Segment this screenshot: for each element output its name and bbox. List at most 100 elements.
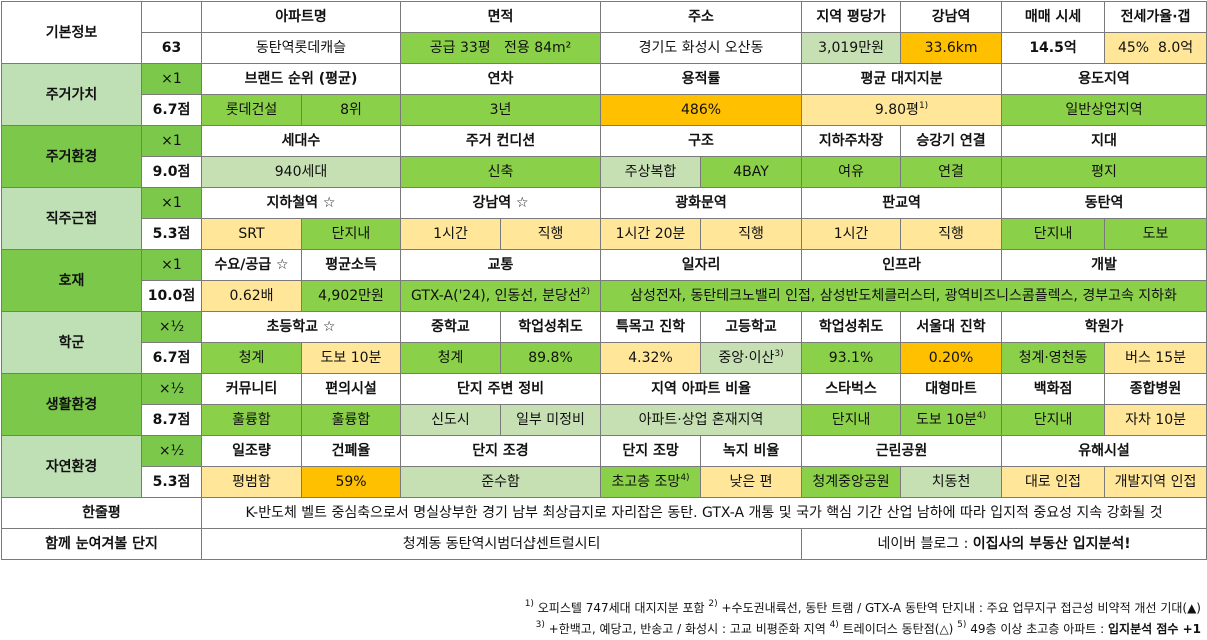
- dept-store-header: 백화점: [1001, 373, 1106, 405]
- far-header: 용적률: [600, 63, 803, 95]
- zone-value: 일반상업지역: [1001, 94, 1207, 126]
- traffic-header: 교통: [399, 249, 602, 281]
- hazard-header: 유해시설: [1001, 435, 1207, 467]
- subway-line-value: SRT: [201, 218, 302, 250]
- gangnam-dist-value: 33.6km: [900, 32, 1003, 64]
- dongtan-mode-value: 도보: [1104, 218, 1207, 250]
- section-residential-value: 주거가치: [1, 63, 142, 126]
- subway-dist-value: 단지내: [301, 218, 401, 250]
- brand-value: 롯데건설: [201, 94, 302, 126]
- households-header: 세대수: [201, 125, 401, 157]
- middle-school-header: 중학교: [400, 311, 501, 343]
- apt-name: 동탄역롯데캐슬: [201, 32, 401, 64]
- section-multiplier: ×1: [141, 125, 202, 157]
- structure-type-value: 주상복합: [600, 156, 702, 188]
- parking-header: 지하주차장: [801, 125, 902, 157]
- section-score: 6.7점: [141, 94, 202, 126]
- gangnam-time-value: 1시간: [400, 218, 501, 250]
- jeonse-header: 전세가율·갭: [1104, 1, 1207, 33]
- jobs-header: 일자리: [600, 249, 803, 281]
- gangnam-dist-header: 강남역: [900, 1, 1003, 33]
- gwanghwamun-header: 광화문역: [600, 187, 803, 219]
- brand-rank-value: 8위: [301, 94, 401, 126]
- basic-header-row: 기본정보 아파트명 면적 주소 지역 평당가 강남역 매매 시세 전세가율·갭: [1, 1, 1207, 64]
- basic-info-label: 기본정보: [1, 1, 142, 64]
- section-multiplier: ×1: [141, 187, 202, 219]
- park-name-value: 청계중앙공원: [801, 466, 902, 498]
- terrain-header: 지대: [1001, 125, 1207, 157]
- footnote-line-1: 1) 오피스텔 747세대 대지지분 포함 2) +수도권내륙선, 동탄 트램 …: [524, 599, 1201, 616]
- elementary-name-value: 청계: [201, 342, 302, 374]
- terrain-value: 평지: [1001, 156, 1207, 188]
- zone-header: 용도지역: [1001, 63, 1207, 95]
- elementary-header: 초등학교 ☆: [201, 311, 401, 343]
- bcr-value: 59%: [301, 466, 401, 498]
- surroundings-status-value: 일부 미정비: [499, 404, 602, 436]
- apt-number: 63: [141, 32, 202, 64]
- income-header: 평균소득: [301, 249, 401, 281]
- high-achievement-value: 93.1%: [801, 342, 902, 374]
- high-school-value: 중앙·이산3): [700, 342, 803, 374]
- traffic-value: GTX-A('24), 인동선, 분당선2): [399, 280, 602, 312]
- middle-achievement-value: 89.8%: [499, 342, 602, 374]
- special-high-header: 특목고 진학: [600, 311, 702, 343]
- sale-price-value: 14.5억: [1001, 32, 1106, 64]
- hazard-road-value: 대로 인접: [1001, 466, 1106, 498]
- supply-value: 0.62배: [201, 280, 302, 312]
- sale-price-header: 매매 시세: [1001, 1, 1106, 33]
- stream-name-value: 치동천: [900, 466, 1003, 498]
- age-value: 3년: [399, 94, 602, 126]
- related-complex-value: 청계동 동탄역시범더샵센트럴시티: [200, 528, 803, 560]
- convenience-header: 편의시설: [301, 373, 401, 405]
- price-per-py-header: 지역 평당가: [801, 1, 902, 33]
- park-header: 근린공원: [801, 435, 1003, 467]
- sunlight-value: 평범함: [201, 466, 302, 498]
- jeonse-value: 45% 8.0억: [1104, 32, 1207, 64]
- hospital-value: 자차 10분: [1104, 404, 1207, 436]
- infra-header: 인프라: [801, 249, 1003, 281]
- location-analysis-table: 기본정보 아파트명 면적 주소 지역 평당가 강남역 매매 시세 전세가율·갭 …: [1, 1, 1207, 560]
- area-header: 면적: [399, 1, 602, 33]
- bcr-header: 건폐율: [301, 435, 401, 467]
- summary-label: 한줄평: [1, 497, 202, 529]
- section-natural-environment: 자연환경: [1, 435, 142, 498]
- snu-admission-value: 0.20%: [900, 342, 1003, 374]
- footnotes: 1) 오피스텔 747세대 대지지분 포함 2) +수도권내륙선, 동탄 트램 …: [525, 598, 1201, 640]
- brand-header: 브랜드 순위 (평균): [201, 63, 401, 95]
- blog-credit: 네이버 블로그 : 이집사의 부동산 입지분석!: [801, 528, 1207, 560]
- address-header: 주소: [600, 1, 803, 33]
- starbucks-header: 스타벅스: [801, 373, 902, 405]
- green-ratio-header: 녹지 비율: [700, 435, 803, 467]
- age-header: 연차: [399, 63, 602, 95]
- section-lifestyle: 생활환경: [1, 373, 142, 436]
- pangyo-header: 판교역: [801, 187, 1003, 219]
- apt-name-header: 아파트명: [201, 1, 401, 33]
- gwanghwamun-route-value: 직행: [700, 218, 803, 250]
- high-school-header: 고등학교: [700, 311, 803, 343]
- basic-value-row: 63 동탄역롯데캐슬 공급 33평 전용 84m² 경기도 화성시 오산동 3,…: [2, 32, 1207, 64]
- section-score: 10.0점: [141, 280, 202, 312]
- elevator-value: 연결: [900, 156, 1003, 188]
- dongtan-header: 동탄역: [1001, 187, 1207, 219]
- section-development: 호재: [1, 249, 142, 312]
- green-ratio-value: 낮은 편: [700, 466, 803, 498]
- hazard-dev-value: 개발지역 인접: [1104, 466, 1207, 498]
- section-living-environment: 주거환경: [1, 125, 142, 188]
- view-header: 단지 조망: [600, 435, 702, 467]
- footnote-line-2: 3) +한백고, 예당고, 반송고 / 화성시 : 고교 비평준화 지역 4) …: [535, 620, 1201, 637]
- special-high-value: 4.32%: [600, 342, 702, 374]
- surroundings-header: 단지 주변 정비: [399, 373, 602, 405]
- subway-header: 지하철역 ☆: [201, 187, 401, 219]
- section-multiplier: ×1: [141, 63, 202, 95]
- households-value: 940세대: [201, 156, 401, 188]
- gangnam-route-value: 직행: [499, 218, 602, 250]
- section-multiplier: ×½: [141, 311, 202, 343]
- apt-ratio-header: 지역 아파트 비율: [600, 373, 803, 405]
- academy-area-value: 청계·영천동: [1001, 342, 1106, 374]
- section-multiplier: ×1: [141, 249, 202, 281]
- surroundings-type-value: 신도시: [400, 404, 501, 436]
- section-multiplier: ×½: [141, 435, 202, 467]
- academy-header: 학원가: [1001, 311, 1207, 343]
- section-score: 9.0점: [141, 156, 202, 188]
- snu-admission-header: 서울대 진학: [900, 311, 1003, 343]
